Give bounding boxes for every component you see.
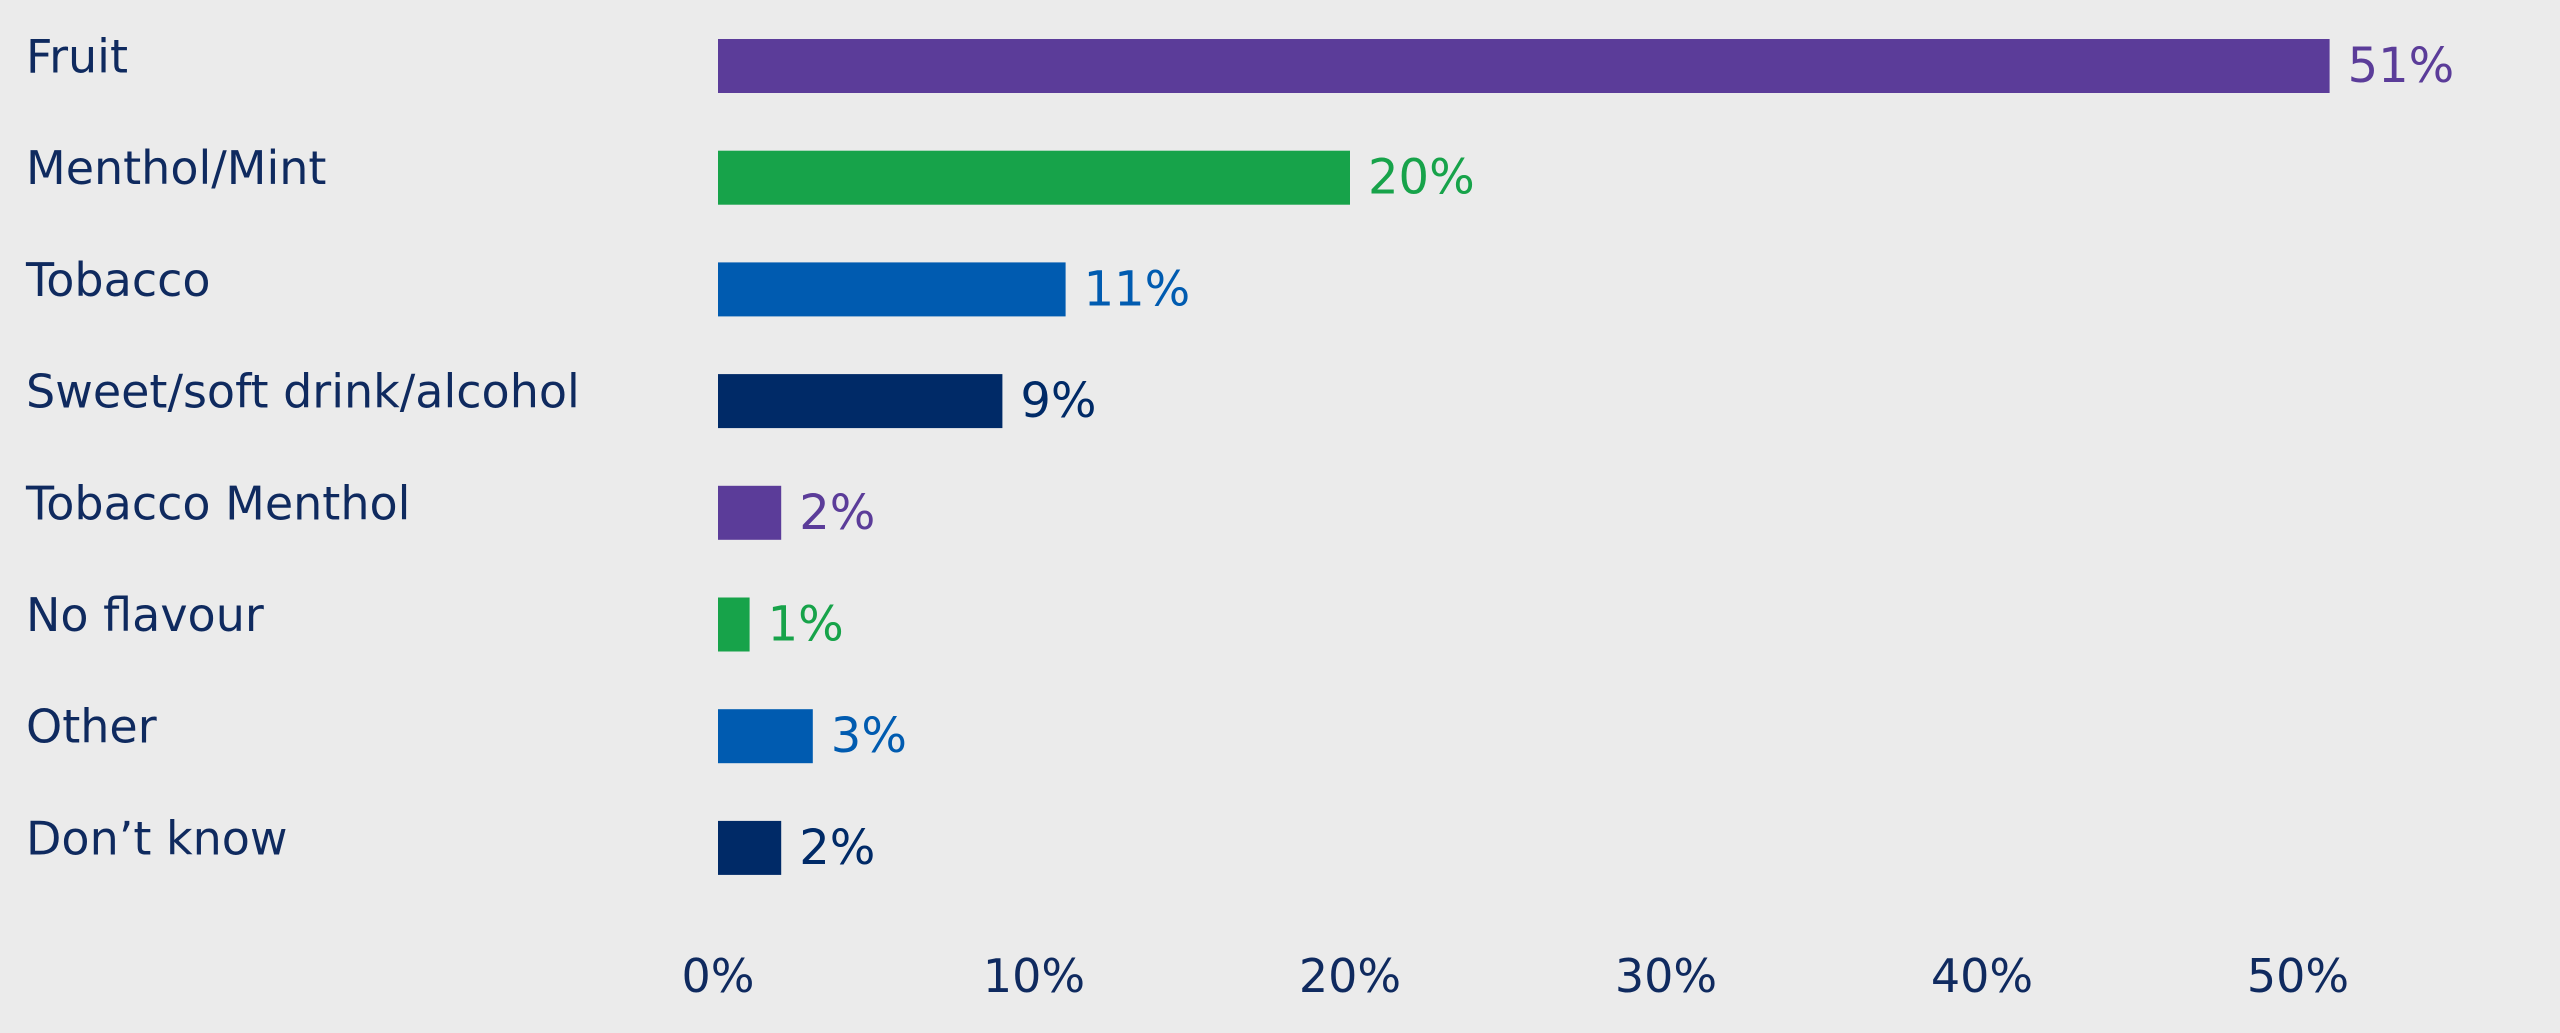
value-labels: 51% 20% 11% 9% 2% 1% 3% 2% [768,38,2455,876]
bar-don-t-know [718,820,782,875]
category-label-other: Other [26,700,157,754]
x-tick-label: 0% [682,949,755,1003]
bar-tobacco [718,262,1066,317]
value-label-don-t-know: 2% [799,820,875,876]
value-label-other: 3% [831,708,907,764]
bar-no-flavour [718,597,750,652]
x-axis-tick-labels: 0% 10% 20% 30% 40% 50% [682,949,2350,1003]
x-tick-label: 20% [1299,949,1401,1003]
x-tick-label: 10% [983,949,1085,1003]
category-label-fruit: Fruit [26,30,128,84]
x-tick-label: 50% [2247,949,2349,1003]
value-label-fruit: 51% [2348,38,2455,94]
category-labels: Fruit Menthol/Mint Tobacco Sweet/soft drink… [25,30,580,866]
bar-tobacco-menthol [718,485,782,540]
value-label-tobacco: 11% [1084,261,1191,317]
category-label-menthol-mint: Menthol/Mint [26,141,326,195]
value-label-no-flavour: 1% [768,597,844,653]
category-label-tobacco-menthol: Tobacco Menthol [25,476,410,530]
x-tick-label: 30% [1615,949,1717,1003]
value-label-menthol-mint: 20% [1368,150,1475,206]
bar-other [718,709,813,764]
category-label-no-flavour: No flavour [26,588,264,642]
x-tick-label: 40% [1931,949,2033,1003]
bar-menthol-mint [718,150,1350,205]
bars [718,39,2330,875]
category-label-tobacco: Tobacco [25,253,211,307]
value-label-tobacco-menthol: 2% [799,485,875,541]
category-label-sweet-soft-drink-alcohol: Sweet/soft drink/alcohol [26,365,580,419]
bar-fruit [718,39,2330,93]
category-label-don-t-know: Don’t know [26,811,288,865]
value-label-sweet-soft-drink-alcohol: 9% [1020,373,1096,429]
bar-sweet-soft-drink-alcohol [718,374,1003,429]
